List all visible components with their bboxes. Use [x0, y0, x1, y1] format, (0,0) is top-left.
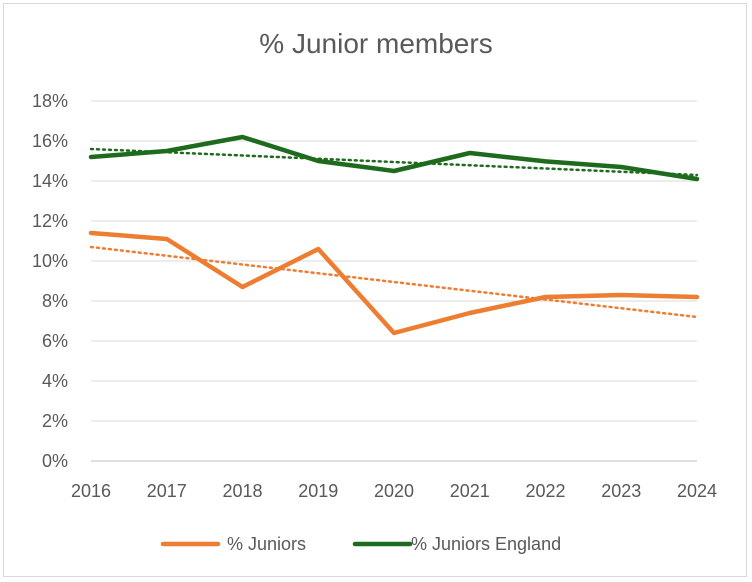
y-tick-label: 4% [42, 371, 68, 391]
y-tick-label: 18% [32, 91, 68, 111]
x-tick-label: 2020 [374, 481, 414, 501]
x-tick-label: 2018 [222, 481, 262, 501]
y-tick-label: 8% [42, 291, 68, 311]
series-lines [88, 134, 700, 336]
trendline [89, 147, 699, 177]
x-tick-label: 2021 [450, 481, 490, 501]
y-tick-label: 12% [32, 211, 68, 231]
y-tick-label: 0% [42, 451, 68, 471]
trendline [89, 245, 699, 319]
x-tick-label: 2024 [677, 481, 717, 501]
x-tick-label: 2019 [298, 481, 338, 501]
chart-title: % Junior members [259, 28, 493, 59]
series-line [88, 134, 700, 182]
y-tick-label: 10% [32, 251, 68, 271]
gridlines [91, 100, 697, 462]
legend-label: % Juniors England [411, 534, 561, 554]
series-line [88, 230, 700, 336]
legend-label: % Juniors [227, 534, 306, 554]
chart-frame [3, 3, 747, 577]
x-tick-label: 2016 [71, 481, 111, 501]
trendlines [89, 147, 699, 319]
x-tick-label: 2023 [601, 481, 641, 501]
legend: % Juniors % Juniors England [160, 534, 561, 554]
y-tick-label: 2% [42, 411, 68, 431]
x-axis-ticks: 2016 2017 2018 2019 2020 2021 2022 2023 2024 [71, 481, 717, 501]
y-axis-ticks: 0% 2% 4% 6% 8% 10% 12% 14% 16% 18% [32, 91, 68, 471]
x-tick-label: 2022 [525, 481, 565, 501]
y-tick-label: 16% [32, 131, 68, 151]
x-tick-label: 2017 [147, 481, 187, 501]
y-tick-label: 14% [32, 171, 68, 191]
y-tick-label: 6% [42, 331, 68, 351]
